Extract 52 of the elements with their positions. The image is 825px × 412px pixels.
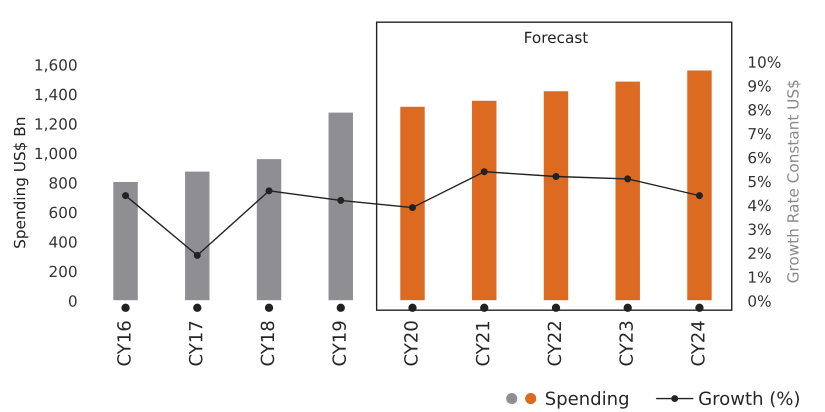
- x-tick-label: CY20: [404, 321, 418, 366]
- x-tick-label: CY21: [476, 322, 490, 366]
- y2-tick-label: 2%: [748, 247, 771, 259]
- y2-axis-title: Growth Rate Constant US$: [786, 80, 801, 283]
- point: [624, 175, 632, 182]
- point: [337, 196, 344, 204]
- y2-tick-label: 10%: [749, 56, 780, 68]
- text: Forecast: [525, 32, 588, 44]
- y2-tick-label: 9%: [748, 80, 771, 92]
- point: [696, 192, 703, 200]
- y2-tick-label: 8%: [748, 104, 771, 116]
- point: [480, 168, 488, 176]
- bar: [398, 105, 426, 301]
- y-axis-title: Spending US$ Bn: [14, 118, 28, 248]
- bar: [327, 111, 354, 301]
- bar: [184, 170, 211, 301]
- y-tick-label: 1,200: [36, 118, 77, 132]
- y-tick-label: 800: [50, 177, 77, 189]
- bar: [542, 90, 570, 301]
- bar: [470, 99, 498, 301]
- y2-tick-label: 4%: [748, 200, 771, 212]
- y-tick-label: 1,600: [36, 59, 77, 72]
- point: [194, 252, 201, 259]
- y2-tick-label: 6%: [748, 152, 771, 164]
- bar: [686, 69, 714, 301]
- x-tick-label: CY17: [188, 322, 203, 366]
- y2-tick-label: 3%: [748, 224, 771, 236]
- y2-tick-label: 0%: [748, 295, 771, 307]
- point: [552, 173, 560, 180]
- bar: [255, 158, 283, 301]
- x-tick-label: CY16: [117, 321, 131, 366]
- x-tick-label: CY22: [548, 322, 562, 366]
- point: [122, 192, 130, 200]
- x-tick-label: CY19: [332, 321, 346, 366]
- bar: [112, 180, 140, 301]
- y-tick-label: 400: [49, 236, 77, 248]
- legend-label: Spending: [546, 391, 628, 409]
- y2-tick-label: 7%: [748, 128, 771, 140]
- y-tick-label: 200: [50, 266, 77, 278]
- x-tick-label: CY23: [619, 322, 633, 366]
- x-tick-label: CY18: [260, 321, 274, 366]
- x-tick-label: CY24: [691, 321, 705, 366]
- y-tick-label: 0: [68, 295, 77, 307]
- y-tick-label: 1,000: [36, 148, 77, 161]
- legend-label: Growth (%): [699, 391, 799, 408]
- y2-tick-label: 1%: [749, 271, 771, 283]
- point: [409, 204, 416, 212]
- point: [266, 187, 272, 194]
- y-tick-label: 1,400: [36, 88, 77, 102]
- y2-tick-label: 5%: [748, 176, 771, 188]
- bar: [614, 80, 642, 301]
- y-tick-label: 600: [50, 206, 77, 218]
